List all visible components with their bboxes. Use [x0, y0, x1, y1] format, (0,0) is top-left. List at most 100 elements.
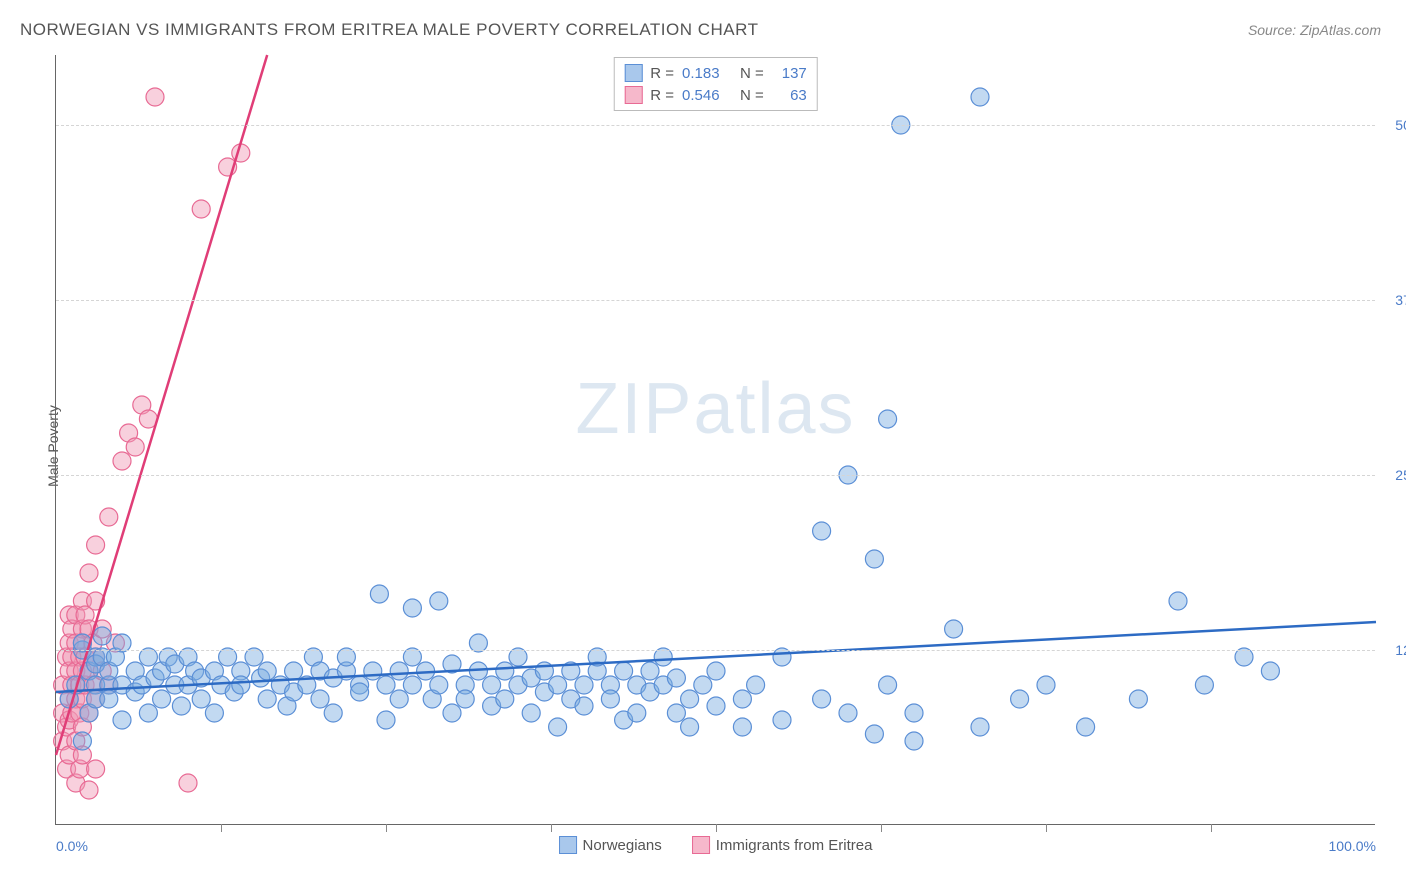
plot-area: ZIPatlas R =0.183N =137R =0.546N =63 Nor…: [55, 55, 1375, 825]
data-point: [113, 452, 131, 470]
data-point: [100, 690, 118, 708]
data-point: [443, 704, 461, 722]
data-point: [1077, 718, 1095, 736]
data-point: [879, 676, 897, 694]
data-point: [905, 704, 923, 722]
data-point: [456, 690, 474, 708]
data-point: [865, 725, 883, 743]
x-tick: [551, 824, 552, 832]
data-point: [285, 662, 303, 680]
gridline: [56, 475, 1375, 476]
x-tick: [1046, 824, 1047, 832]
data-point: [707, 662, 725, 680]
data-point: [879, 410, 897, 428]
legend-r-label: R =: [650, 65, 674, 82]
data-point: [139, 704, 157, 722]
data-point: [390, 662, 408, 680]
legend-swatch: [624, 64, 642, 82]
data-point: [641, 662, 659, 680]
data-point: [403, 599, 421, 617]
x-tick: [386, 824, 387, 832]
y-tick-label: 25.0%: [1380, 467, 1406, 483]
legend-label: Immigrants from Eritrea: [716, 837, 873, 854]
data-point: [681, 690, 699, 708]
data-point: [1037, 676, 1055, 694]
data-point: [80, 564, 98, 582]
data-point: [733, 718, 751, 736]
data-point: [522, 704, 540, 722]
y-tick-label: 12.5%: [1380, 642, 1406, 658]
data-point: [232, 676, 250, 694]
legend-swatch: [559, 836, 577, 854]
data-point: [483, 676, 501, 694]
legend-n-label: N =: [740, 65, 764, 82]
data-point: [945, 620, 963, 638]
data-point: [403, 676, 421, 694]
legend-r-value: 0.183: [682, 65, 732, 82]
data-point: [80, 781, 98, 799]
data-point: [192, 200, 210, 218]
x-tick-label: 0.0%: [56, 838, 88, 854]
legend-item: Norwegians: [559, 836, 662, 854]
x-tick: [716, 824, 717, 832]
data-point: [813, 522, 831, 540]
data-point: [146, 88, 164, 106]
legend-label: Norwegians: [583, 837, 662, 854]
data-point: [192, 690, 210, 708]
data-point: [87, 760, 105, 778]
data-point: [87, 536, 105, 554]
data-point: [351, 683, 369, 701]
data-point: [496, 662, 514, 680]
data-point: [73, 732, 91, 750]
data-point: [549, 676, 567, 694]
legend-n-value: 63: [772, 87, 807, 104]
series-legend: Norwegians Immigrants from Eritrea: [559, 836, 873, 854]
legend-n-label: N =: [740, 87, 764, 104]
data-point: [100, 508, 118, 526]
data-point: [628, 704, 646, 722]
data-point: [1011, 690, 1029, 708]
data-point: [93, 627, 111, 645]
data-point: [549, 718, 567, 736]
data-point: [1169, 592, 1187, 610]
y-tick-label: 50.0%: [1380, 117, 1406, 133]
data-point: [377, 711, 395, 729]
legend-r-label: R =: [650, 87, 674, 104]
data-point: [1129, 690, 1147, 708]
data-point: [865, 550, 883, 568]
data-point: [575, 676, 593, 694]
data-point: [377, 676, 395, 694]
legend-n-value: 137: [772, 65, 807, 82]
data-point: [733, 690, 751, 708]
chart-container: NORWEGIAN VS IMMIGRANTS FROM ERITREA MAL…: [0, 0, 1406, 892]
data-point: [364, 662, 382, 680]
data-point: [179, 774, 197, 792]
legend-swatch: [624, 86, 642, 104]
x-tick: [1211, 824, 1212, 832]
data-point: [905, 732, 923, 750]
y-tick-label: 37.5%: [1380, 292, 1406, 308]
data-point: [258, 662, 276, 680]
x-tick: [881, 824, 882, 832]
data-point: [126, 438, 144, 456]
correlation-legend: R =0.183N =137R =0.546N =63: [613, 57, 818, 111]
data-point: [324, 704, 342, 722]
data-point: [971, 718, 989, 736]
data-point: [1195, 676, 1213, 694]
data-point: [667, 704, 685, 722]
data-point: [839, 704, 857, 722]
data-point: [1261, 662, 1279, 680]
data-point: [430, 676, 448, 694]
data-point: [575, 697, 593, 715]
data-point: [370, 585, 388, 603]
data-point: [681, 718, 699, 736]
scatter-plot-svg: [56, 55, 1376, 825]
data-point: [667, 669, 685, 687]
data-point: [971, 88, 989, 106]
data-point: [258, 690, 276, 708]
data-point: [496, 690, 514, 708]
data-point: [773, 711, 791, 729]
data-point: [390, 690, 408, 708]
data-point: [113, 711, 131, 729]
legend-swatch: [692, 836, 710, 854]
